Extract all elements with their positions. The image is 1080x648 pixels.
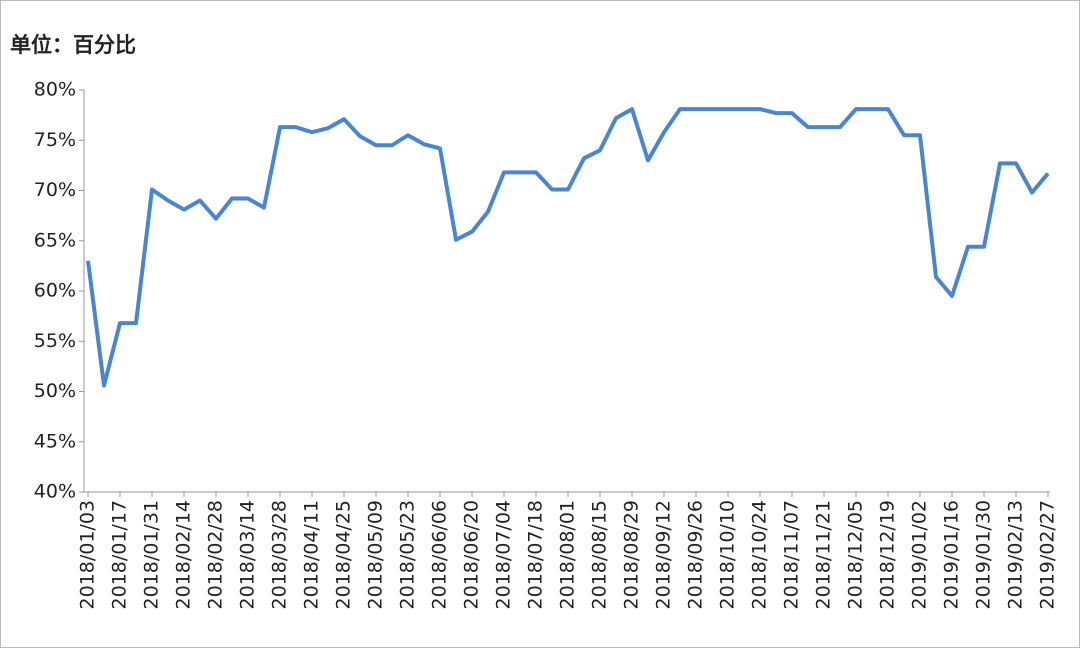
x-tick-label: 2018/11/07 bbox=[781, 500, 803, 610]
x-tick-label: 2018/08/01 bbox=[557, 500, 579, 610]
x-tick-label: 2018/12/05 bbox=[845, 500, 867, 610]
x-tick-label: 2018/07/04 bbox=[493, 500, 515, 610]
x-tick-label: 2018/01/03 bbox=[77, 500, 99, 610]
y-tick-label: 60% bbox=[34, 280, 76, 302]
x-tick-label: 2018/10/10 bbox=[717, 500, 739, 610]
x-tick-label: 2018/07/18 bbox=[525, 500, 547, 610]
y-tick-label: 75% bbox=[34, 129, 76, 151]
x-tick-label: 2018/12/19 bbox=[877, 500, 899, 610]
y-tick-label: 40% bbox=[34, 481, 76, 503]
x-tick-label: 2019/01/16 bbox=[941, 500, 963, 610]
x-tick-label: 2018/09/26 bbox=[685, 500, 707, 610]
x-tick-label: 2018/01/17 bbox=[109, 500, 131, 610]
x-tick-label: 2019/02/27 bbox=[1037, 500, 1059, 610]
x-tick-label: 2018/11/21 bbox=[813, 500, 835, 610]
y-tick-label: 45% bbox=[34, 430, 76, 452]
y-tick-label: 55% bbox=[34, 330, 76, 352]
x-tick-label: 2018/03/28 bbox=[269, 500, 291, 610]
x-tick-label: 2018/01/31 bbox=[141, 500, 163, 610]
x-tick-label: 2018/02/14 bbox=[173, 500, 195, 610]
x-tick-label: 2018/04/11 bbox=[301, 500, 323, 610]
y-tick-label: 65% bbox=[34, 229, 76, 251]
y-tick-label: 80% bbox=[34, 79, 76, 101]
x-tick-label: 2018/05/23 bbox=[397, 500, 419, 610]
x-tick-label: 2019/02/13 bbox=[1005, 500, 1027, 610]
y-tick-label: 70% bbox=[34, 179, 76, 201]
x-tick-label: 2018/06/20 bbox=[461, 500, 483, 610]
x-tick-label: 2018/04/25 bbox=[333, 500, 355, 610]
x-tick-label: 2018/05/09 bbox=[365, 500, 387, 610]
x-tick-label: 2018/08/15 bbox=[589, 500, 611, 610]
x-tick-label: 2019/01/02 bbox=[909, 500, 931, 610]
x-tick-label: 2019/01/30 bbox=[973, 500, 995, 610]
x-tick-label: 2018/02/28 bbox=[205, 500, 227, 610]
x-tick-label: 2018/03/14 bbox=[237, 500, 259, 610]
y-tick-label: 50% bbox=[34, 380, 76, 402]
x-tick-label: 2018/09/12 bbox=[653, 500, 675, 610]
x-tick-label: 2018/06/06 bbox=[429, 500, 451, 610]
x-tick-label: 2018/10/24 bbox=[749, 500, 771, 610]
x-tick-label: 2018/08/29 bbox=[621, 500, 643, 610]
series-line bbox=[86, 107, 1050, 388]
chart-title: 单位：百分比 bbox=[10, 33, 136, 57]
